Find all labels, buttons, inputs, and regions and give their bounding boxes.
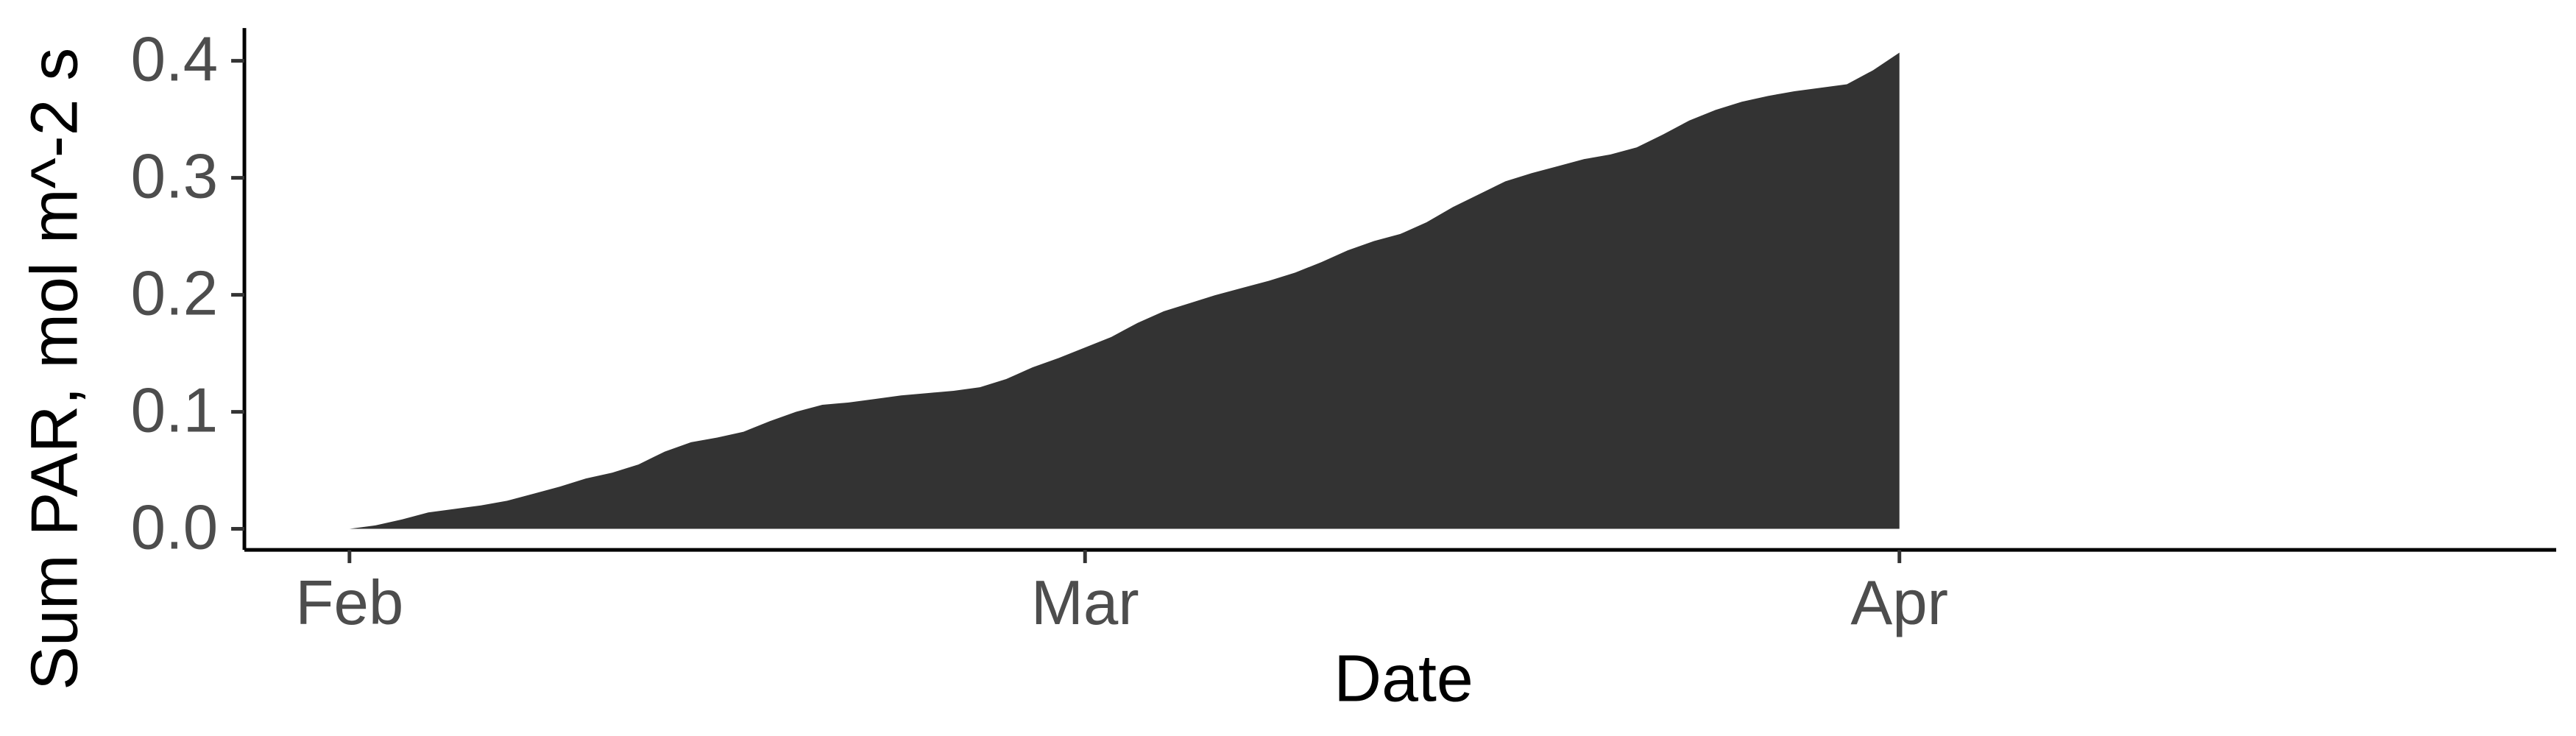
x-tick-label: Mar — [1031, 568, 1139, 638]
y-tick-label: 0.3 — [131, 142, 219, 212]
y-tick-label: 0.0 — [131, 493, 219, 563]
x-axis-title: Date — [1334, 643, 1473, 716]
y-axis-title: Sum PAR, mol m^-2 s — [18, 48, 91, 690]
x-tick-label: Feb — [295, 568, 403, 638]
y-tick-label: 0.4 — [131, 25, 219, 95]
y-tick-label: 0.2 — [131, 259, 219, 329]
x-tick-label: Apr — [1850, 568, 1948, 638]
area — [349, 52, 1900, 529]
y-tick-label: 0.1 — [131, 376, 219, 446]
